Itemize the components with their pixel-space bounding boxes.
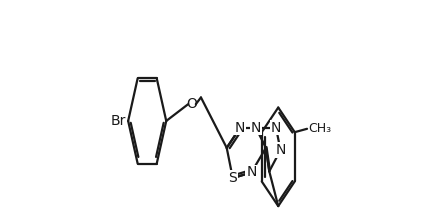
Text: S: S <box>228 171 237 185</box>
Text: CH₃: CH₃ <box>308 122 331 135</box>
Text: N: N <box>235 121 246 135</box>
Text: O: O <box>187 97 198 111</box>
Text: N: N <box>275 143 286 157</box>
Text: Br: Br <box>111 114 126 128</box>
Text: N: N <box>271 121 281 135</box>
Text: N: N <box>251 121 261 135</box>
Text: N: N <box>246 166 257 179</box>
